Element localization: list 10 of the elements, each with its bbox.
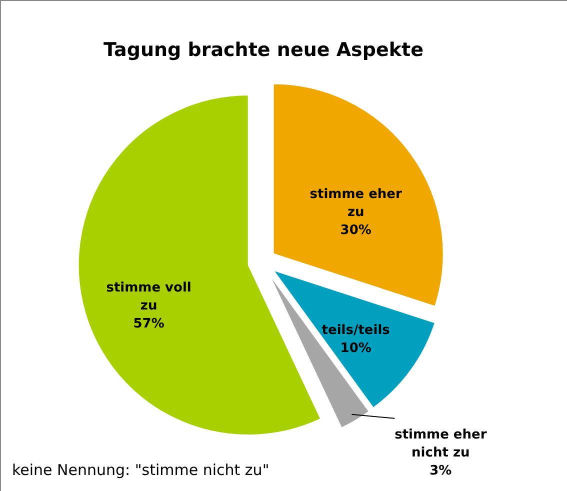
slice-label: stimme voll zu <box>106 280 192 314</box>
chart-title: Tagung brachte neue Aspekte <box>104 39 424 61</box>
data-label: 57% <box>133 316 164 332</box>
text: keine Nennung: "stimme nicht zu" <box>12 461 270 479</box>
data-label: 30% <box>340 222 372 238</box>
data-label: 10% <box>340 341 372 356</box>
data-label: 3% <box>430 463 452 478</box>
slice-label: stimme eher nicht zu <box>394 427 488 460</box>
slice-label: teils/teils <box>322 323 390 338</box>
slice-label: stimme eher zu <box>310 186 402 220</box>
